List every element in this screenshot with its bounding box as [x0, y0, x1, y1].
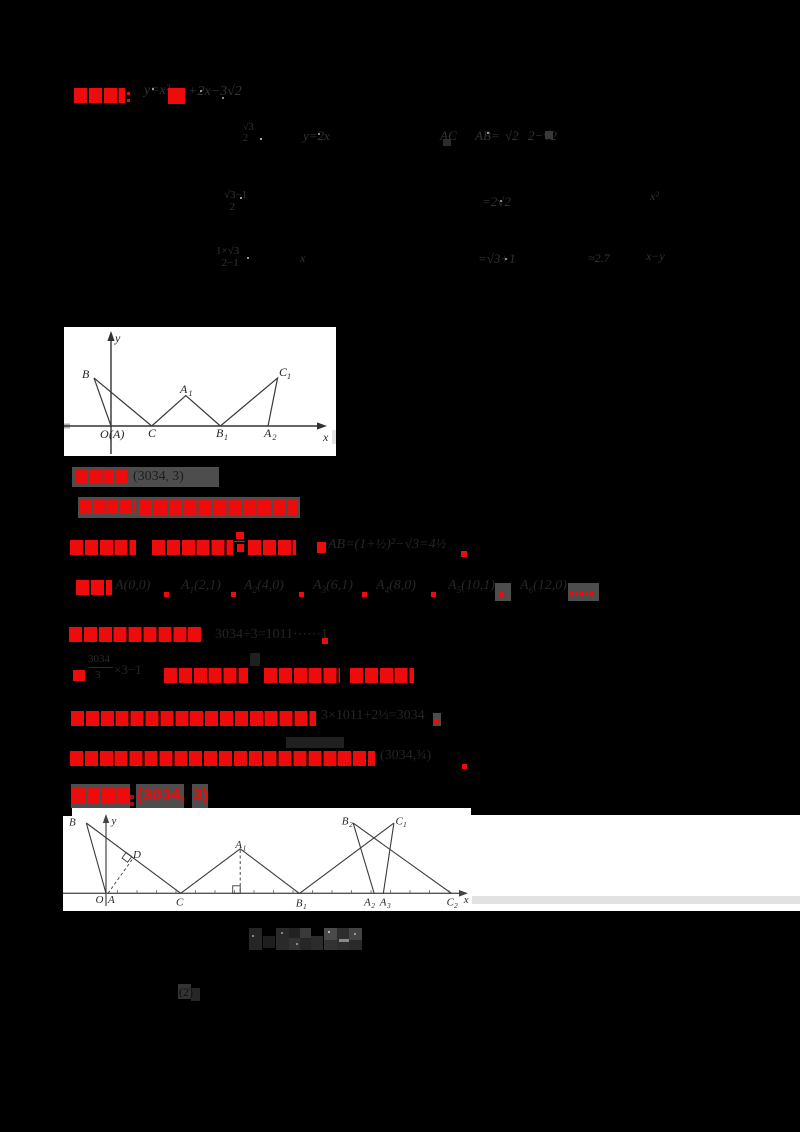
svg-text:2: 2	[454, 901, 458, 910]
svg-text:C: C	[396, 815, 404, 827]
svg-text:B: B	[342, 815, 349, 827]
svg-text:y: y	[114, 331, 121, 345]
svg-text:2: 2	[273, 433, 277, 442]
svg-text:y: y	[111, 815, 117, 827]
svg-text:C: C	[176, 897, 184, 909]
svg-text:x: x	[463, 894, 469, 906]
svg-text:A: A	[263, 426, 272, 440]
svg-text:B: B	[216, 426, 224, 440]
svg-text:2: 2	[349, 820, 353, 829]
svg-text:O: O	[100, 427, 109, 441]
svg-text:1: 1	[224, 433, 228, 442]
svg-text:B: B	[82, 367, 90, 381]
svg-text:3: 3	[386, 901, 391, 910]
svg-text:1: 1	[303, 902, 307, 911]
svg-text:1: 1	[287, 372, 291, 381]
svg-text:A: A	[107, 894, 115, 906]
svg-text:A: A	[179, 382, 188, 396]
svg-text:A: A	[363, 896, 371, 908]
svg-text:C: C	[447, 896, 455, 908]
svg-text:1: 1	[243, 844, 247, 853]
svg-text:B: B	[69, 817, 76, 829]
svg-text:A: A	[379, 896, 387, 908]
svg-text:A: A	[234, 839, 242, 851]
svg-text:O: O	[96, 894, 104, 906]
svg-text:B: B	[296, 898, 303, 910]
svg-text:(A): (A)	[109, 427, 124, 441]
svg-text:1: 1	[403, 820, 407, 829]
svg-text:1: 1	[189, 389, 193, 398]
svg-text:D: D	[132, 849, 141, 861]
svg-text:2: 2	[371, 901, 375, 910]
svg-text:C: C	[279, 365, 288, 379]
svg-text:C: C	[148, 426, 157, 440]
svg-text:x: x	[322, 430, 329, 444]
